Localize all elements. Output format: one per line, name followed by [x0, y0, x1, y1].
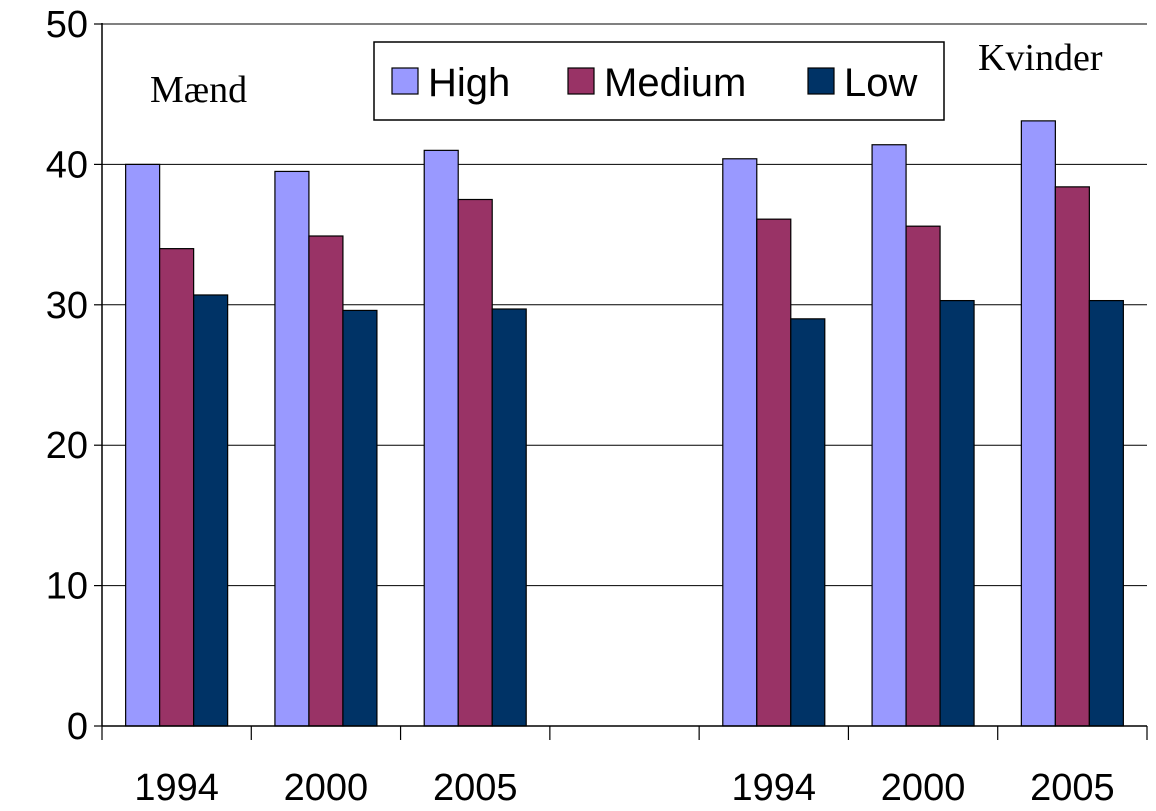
x-category-label: 2000 [284, 767, 369, 809]
bar-low-1994 [193, 294, 229, 727]
x-category-label: 2000 [881, 767, 966, 809]
bar-low-2005 [1088, 299, 1124, 727]
x-category-labels: 1994 2000 2005 1994 2000 2005 [134, 767, 1114, 809]
bar-medium-2005 [457, 198, 493, 727]
bar-high-2005 [423, 149, 459, 727]
legend-label-high: High [428, 61, 510, 105]
x-category-label: 2005 [1030, 767, 1115, 809]
bar-high-2000 [871, 144, 907, 727]
bar-medium-2005 [1054, 186, 1090, 727]
bar-medium-2000 [308, 235, 344, 727]
bar-medium-1994 [159, 248, 195, 727]
x-category-label: 1994 [134, 767, 219, 809]
y-tick-labels: 0 10 20 30 40 50 [46, 4, 88, 748]
bar-high-2005 [1020, 120, 1056, 727]
bar-high-1994 [125, 163, 161, 727]
legend-swatch-low [807, 67, 835, 95]
y-tick-label: 20 [46, 425, 88, 467]
y-tick-label: 40 [46, 144, 88, 186]
group-label-kvinder: Kvinder [978, 37, 1103, 79]
y-tick-label: 30 [46, 285, 88, 327]
bar-medium-1994 [756, 218, 792, 727]
bar-low-1994 [790, 318, 826, 727]
bar-low-2000 [939, 299, 975, 727]
bar-low-2000 [342, 309, 378, 727]
bar-medium-2000 [905, 225, 941, 727]
y-tick-label: 10 [46, 566, 88, 608]
bar-low-2005 [491, 308, 527, 727]
legend-swatch-high [391, 67, 419, 95]
legend-box [373, 41, 945, 121]
axes [94, 23, 1148, 740]
legend-label-medium: Medium [604, 61, 746, 105]
bar-high-2000 [274, 170, 310, 727]
legend-swatch-medium [567, 67, 595, 95]
x-category-label: 1994 [732, 767, 817, 809]
bar-high-1994 [722, 158, 758, 727]
group-label-maend: Mænd [150, 69, 247, 111]
legend-label-low: Low [844, 61, 917, 105]
y-tick-label: 50 [46, 4, 88, 46]
legend: High Medium Low [373, 41, 945, 121]
y-tick-label: 0 [67, 706, 88, 748]
bars [125, 120, 1124, 727]
x-category-label: 2005 [433, 767, 518, 809]
